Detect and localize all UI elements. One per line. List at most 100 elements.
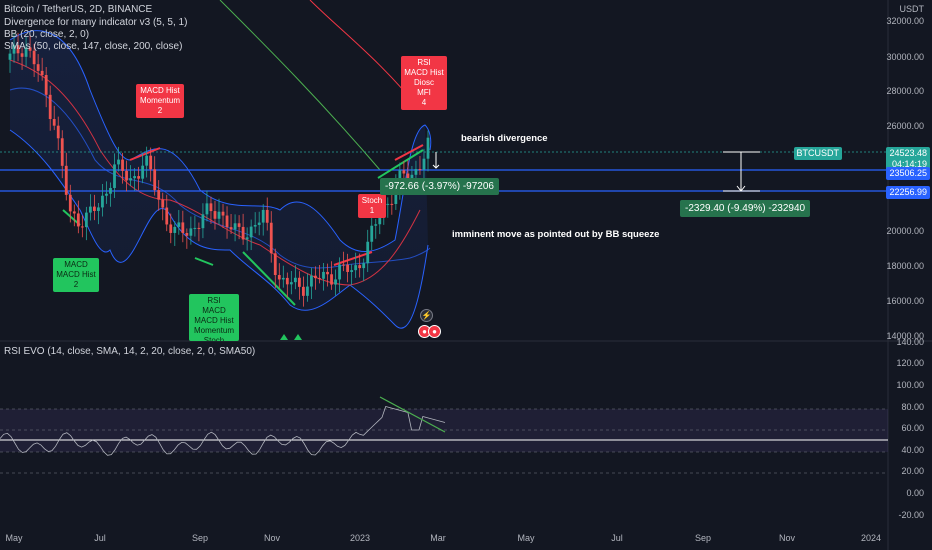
last-symbol: BTCUSDT: [793, 147, 842, 160]
time-tick-label: Mar: [430, 533, 446, 543]
candle-body: [285, 277, 289, 285]
annotation-bearish-divergence[interactable]: bearish divergence: [461, 133, 548, 144]
level-badge-upper: 23506.25: [886, 167, 930, 180]
indicator-divergence[interactable]: Divergence for many indicator v3 (5, 5, …: [4, 17, 188, 28]
sma-200-line: [219, 0, 381, 171]
candle-body: [414, 169, 418, 175]
candle-body: [386, 203, 390, 205]
candle-body: [8, 53, 12, 60]
candle-body: [310, 275, 313, 287]
indicator-rsi-evo[interactable]: RSI EVO (14, close, SMA, 14, 2, 20, clos…: [4, 346, 256, 357]
candle-body: [88, 206, 92, 213]
candle-body: [16, 45, 20, 54]
candle-body: [293, 277, 297, 283]
indicator-smas[interactable]: SMAs (50, close, 147, close, 200, close): [4, 41, 183, 52]
price-tick-label: 20000.00: [886, 226, 924, 236]
measure-large[interactable]: -2329.40 (-9.49%) -232940: [680, 200, 811, 217]
price-tick-label: 30000.00: [886, 52, 924, 62]
candle-body: [422, 158, 426, 170]
candle-body: [157, 190, 161, 200]
bollinger-band-fill: [10, 30, 428, 329]
rsi-tick-label: 100.00: [896, 380, 924, 390]
price-tick-label: 18000.00: [886, 261, 924, 271]
divergence-line-bear-3: [394, 144, 424, 161]
candle-body: [314, 275, 317, 279]
signal-tag-rsi-bear: RSI MACD Hist Diosc MFI 4: [401, 56, 447, 110]
candle-body: [229, 227, 233, 230]
candle-body: [342, 264, 345, 266]
symbol-title: Bitcoin / TetherUS, 2D, BINANCE: [4, 4, 153, 15]
candle-body: [197, 227, 201, 229]
candle-body: [125, 170, 128, 181]
candle-body: [137, 176, 141, 179]
candle-body: [52, 119, 56, 126]
indicator-bb[interactable]: BB (20, close, 2, 0): [4, 29, 90, 40]
candle-body: [93, 206, 96, 211]
candle-body: [141, 165, 145, 179]
candle-body: [20, 53, 24, 57]
candle-body: [24, 47, 28, 57]
candle-body: [410, 174, 414, 180]
candle-body: [169, 224, 173, 233]
candle-body: [390, 203, 394, 205]
candle-body: [145, 155, 149, 166]
candle-body: [302, 286, 305, 296]
candle-body: [346, 264, 350, 272]
candle-body: [113, 164, 116, 188]
candle-body: [406, 173, 410, 180]
candle-body: [97, 207, 100, 211]
candle-body: [205, 203, 209, 215]
price-tick-label: 28000.00: [886, 86, 924, 96]
candle-body: [161, 199, 165, 208]
candle-body: [378, 217, 382, 225]
candle-body: [374, 224, 378, 226]
candle-body: [201, 214, 205, 229]
lightning-icon[interactable]: ⚡: [420, 309, 433, 322]
signal-tag-macd-bear: MACD Hist Momentum 2: [136, 84, 184, 118]
candle-body: [56, 125, 60, 139]
candle-body: [64, 165, 68, 195]
measure-small[interactable]: -972.66 (-3.97%) -97206: [380, 178, 499, 195]
arrow-up-icon: [294, 334, 302, 340]
rsi-tick-label: 140.00: [896, 337, 924, 347]
candle-body: [350, 270, 354, 272]
candle-body: [105, 193, 108, 196]
time-tick-label: Sep: [191, 533, 209, 543]
candle-body: [121, 159, 124, 171]
currency-label: USDT: [899, 4, 925, 14]
flag-us-icon[interactable]: ●: [428, 325, 441, 338]
candle-body: [322, 271, 325, 279]
arrow-up-icon: [280, 334, 288, 340]
time-tick-label: May: [5, 533, 23, 543]
price-tick-label: 16000.00: [886, 296, 924, 306]
candle-body: [338, 264, 341, 280]
candle-body: [117, 159, 120, 165]
time-tick-label: Sep: [694, 533, 712, 543]
candle-body: [133, 176, 136, 179]
candle-body: [40, 70, 44, 75]
candlestick-series: [8, 32, 430, 307]
candle-body: [12, 45, 16, 54]
rsi-tick-label: 20.00: [901, 466, 924, 476]
candle-body: [237, 223, 241, 227]
candle-body: [213, 211, 217, 219]
price-tick-label: 32000.00: [886, 16, 924, 26]
candle-body: [101, 195, 104, 208]
candle-body: [241, 226, 245, 240]
signal-tag-rsi-bull: RSI MACD MACD Hist Momentum Stoch: [189, 294, 239, 341]
candle-body: [173, 226, 177, 233]
annotation-bb-squeeze[interactable]: imminent move as pointed out by BB squee…: [452, 229, 660, 240]
candle-body: [334, 279, 337, 285]
candle-body: [44, 74, 48, 95]
time-tick-label: May: [517, 533, 535, 543]
candle-body: [84, 212, 88, 228]
candle-body: [370, 225, 374, 242]
candle-body: [418, 169, 422, 171]
candle-body: [129, 178, 132, 181]
candle-body: [36, 64, 40, 71]
rsi-tick-label: 120.00: [896, 358, 924, 368]
candle-body: [394, 187, 398, 204]
divergence-line-bull-3: [242, 251, 296, 306]
divergence-line-bull-2: [194, 257, 214, 266]
